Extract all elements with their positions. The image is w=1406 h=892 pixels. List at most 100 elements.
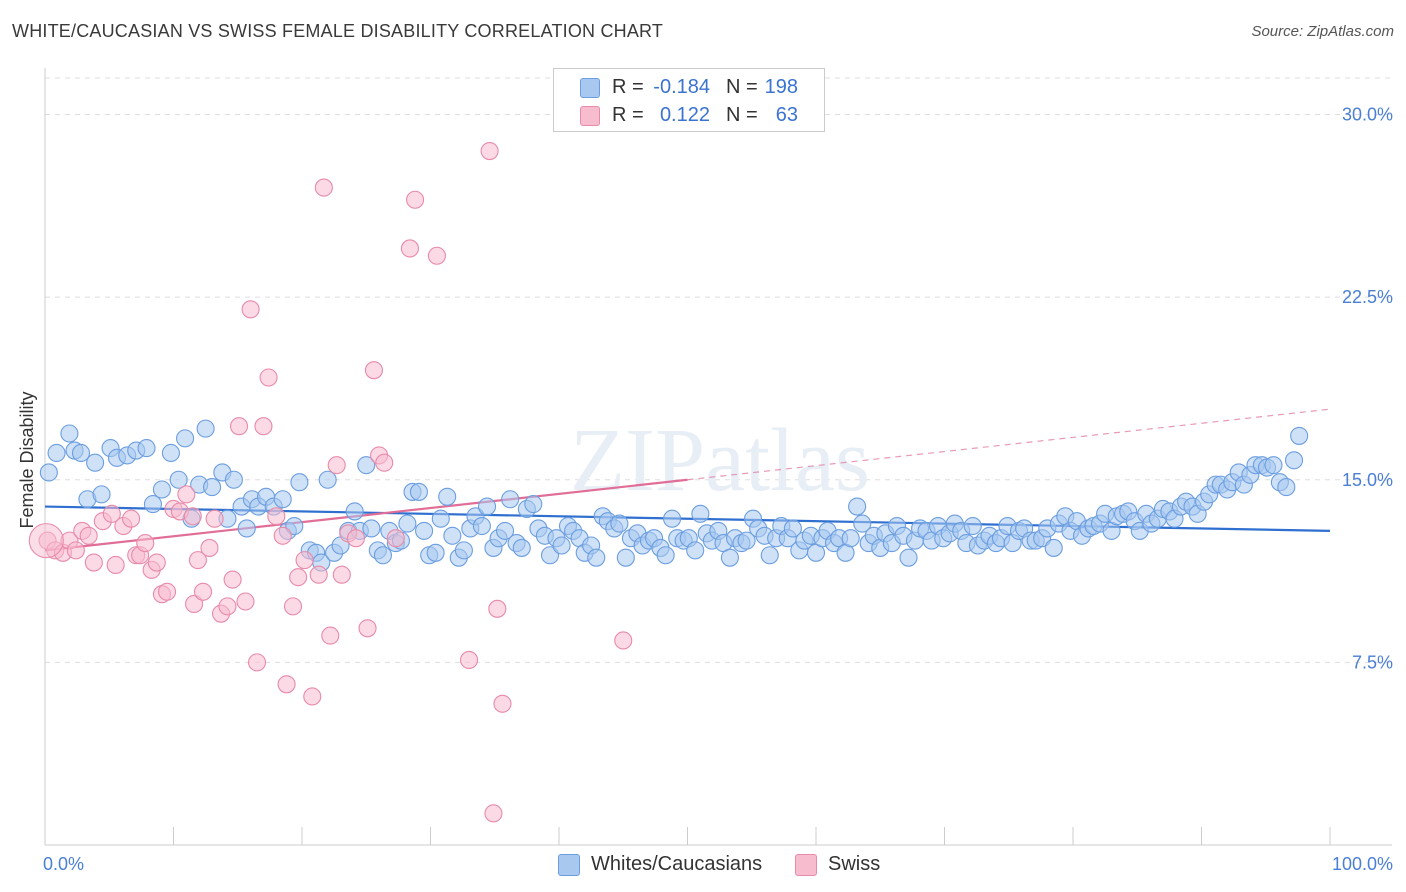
point-whites — [60, 424, 79, 443]
legend-swatch-swiss — [580, 106, 600, 126]
point-whites — [1290, 426, 1309, 445]
point-whites — [92, 485, 111, 504]
point-whites — [472, 516, 491, 536]
point-whites — [686, 541, 705, 560]
point-swiss — [427, 246, 446, 265]
point-whites — [431, 509, 450, 528]
point-swiss — [183, 507, 202, 526]
point-whites — [39, 463, 58, 482]
point-swiss — [327, 456, 346, 475]
point-whites — [169, 470, 188, 489]
point-whites — [610, 514, 629, 533]
point-whites — [443, 526, 462, 545]
point-swiss — [484, 804, 503, 823]
legend-swatch-whites — [580, 78, 600, 98]
point-whites — [196, 419, 215, 438]
y-tick-label: 30.0% — [1342, 105, 1393, 125]
point-swiss — [493, 694, 512, 713]
point-swiss — [158, 582, 177, 601]
point-whites — [963, 516, 982, 536]
legend-r-value: 0.122 — [659, 104, 710, 126]
point-whites — [47, 443, 66, 463]
point-whites — [143, 495, 162, 514]
point-swiss — [375, 453, 394, 472]
series-whites-points — [39, 419, 1309, 572]
legend-row-whites: R = -0.184 N = 198 — [554, 72, 824, 100]
point-whites — [137, 439, 156, 458]
point-swiss — [321, 626, 340, 645]
point-swiss — [147, 553, 166, 572]
point-swiss — [177, 485, 196, 504]
watermark: ZIPatlas — [570, 411, 870, 510]
point-swiss — [188, 551, 207, 570]
trend-line-swiss-extension — [687, 408, 1331, 481]
y-tick-labels: 7.5% 15.0% 22.5% 30.0% — [1342, 105, 1393, 673]
legend-n-value: 198 — [764, 76, 798, 98]
point-whites — [737, 531, 756, 550]
point-swiss-large — [28, 523, 64, 559]
point-whites — [783, 519, 802, 538]
point-whites — [373, 546, 393, 565]
y-tick-label: 7.5% — [1352, 652, 1393, 672]
point-swiss — [358, 619, 377, 638]
point-whites — [318, 470, 337, 489]
point-swiss — [200, 538, 219, 557]
point-whites — [438, 487, 457, 506]
x-tick-label: 100.0% — [1332, 854, 1393, 874]
legend-n-label: N = — [726, 76, 758, 98]
point-whites — [273, 490, 292, 509]
axes — [44, 68, 1392, 846]
point-swiss — [84, 553, 103, 572]
point-whites — [357, 456, 376, 475]
point-whites — [345, 502, 364, 521]
point-swiss — [136, 534, 155, 553]
point-whites — [524, 495, 543, 514]
x-tick-label: 0.0% — [43, 854, 84, 874]
source-label: Source: ZipAtlas.com — [1251, 23, 1394, 40]
bottom-legend-label-swiss: Swiss — [828, 853, 881, 875]
legend-r-label: R = — [612, 104, 644, 126]
point-swiss — [289, 568, 308, 587]
point-whites — [1277, 478, 1296, 497]
point-whites — [454, 541, 473, 560]
point-whites — [86, 453, 105, 472]
point-swiss — [406, 190, 425, 209]
point-whites — [237, 519, 256, 538]
point-whites — [477, 497, 497, 516]
bottom-legend-label-whites: Whites/Caucasians — [591, 853, 763, 875]
point-whites — [841, 529, 860, 548]
point-whites — [152, 480, 171, 499]
point-swiss — [400, 239, 419, 258]
point-swiss — [122, 509, 141, 528]
grid-lines — [45, 77, 1392, 663]
point-swiss — [205, 509, 224, 528]
point-whites — [285, 516, 304, 536]
point-swiss — [364, 361, 384, 380]
bottom-legend-swatch-whites — [558, 854, 580, 876]
point-swiss — [459, 650, 479, 669]
point-swiss — [102, 504, 121, 523]
point-whites — [409, 482, 428, 501]
point-swiss — [386, 529, 405, 548]
point-whites — [656, 546, 675, 565]
point-swiss — [79, 526, 98, 545]
point-swiss — [241, 300, 260, 319]
point-swiss — [267, 507, 286, 526]
point-whites — [290, 473, 309, 492]
point-whites — [720, 548, 739, 567]
y-tick-label: 15.0% — [1342, 470, 1393, 490]
point-whites — [1264, 456, 1283, 475]
chart-title: WHITE/CAUCASIAN VS SWISS FEMALE DISABILI… — [12, 21, 664, 41]
point-swiss — [277, 675, 296, 694]
point-whites — [71, 443, 91, 463]
legend-n-label: N = — [726, 104, 758, 126]
point-swiss — [309, 565, 328, 584]
point-swiss — [218, 597, 237, 616]
point-whites — [552, 536, 571, 555]
y-tick-label: 22.5% — [1342, 287, 1393, 307]
point-swiss — [254, 417, 273, 436]
point-whites — [1284, 451, 1304, 470]
legend-r-value: -0.184 — [653, 76, 710, 98]
point-swiss — [332, 565, 351, 584]
